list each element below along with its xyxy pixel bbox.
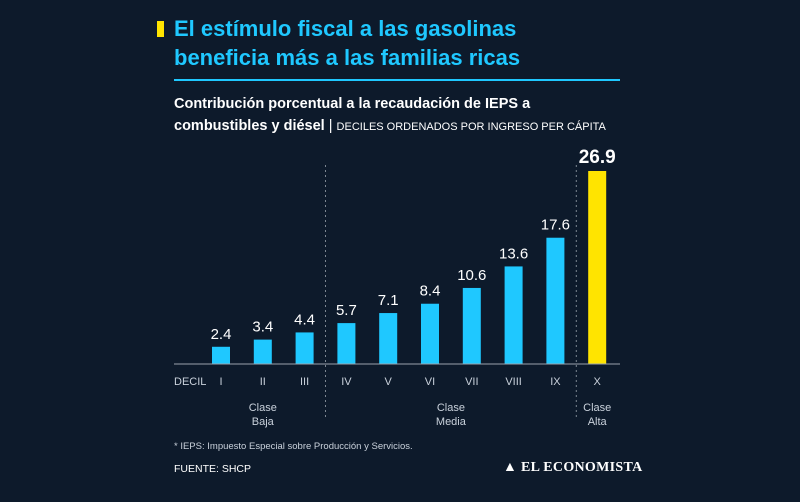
brand-mark-icon: ▲	[503, 460, 518, 475]
headline-rule	[174, 79, 620, 81]
value-label-VIII: 13.6	[499, 245, 528, 262]
tick-label-II: II	[260, 376, 266, 388]
value-label-I: 2.4	[211, 326, 232, 343]
subtitle-line-1: Contribución porcentual a la recaudación…	[174, 96, 531, 112]
chart-headline: El estímulo fiscal a las gasolinas benef…	[174, 14, 774, 72]
value-label-VI: 8.4	[420, 283, 441, 300]
subtitle-separator: |	[328, 118, 333, 134]
value-label-VII: 10.6	[457, 267, 486, 284]
value-label-X: 26.9	[579, 147, 616, 168]
group-labels: Clase Baja Clase Media Clase Alta	[249, 402, 612, 428]
value-label-II: 3.4	[252, 319, 273, 336]
bar-VIII	[504, 266, 523, 364]
tick-label-VI: VI	[425, 376, 435, 388]
bar-VII	[462, 287, 481, 364]
value-labels: 2.4 3.4 4.4 5.7 7.1 8.4 10.6 13.6 17.6 26.9	[211, 147, 616, 343]
tick-label-IX: IX	[550, 376, 561, 388]
chart-subtitle: Contribución porcentual a la recaudación…	[174, 93, 644, 138]
subtitle-line-2: combustibles y diésel	[174, 118, 325, 134]
brand-logo: ▲ EL ECONOMISTA	[503, 460, 642, 476]
tick-label-III: III	[300, 376, 309, 388]
group-dividers	[325, 165, 577, 420]
bars	[212, 171, 607, 364]
source-label: FUENTE: SHCP	[174, 463, 252, 475]
tick-label-VIII: VIII	[505, 376, 522, 388]
group-label-line2-2: Alta	[588, 416, 608, 428]
bar-IV	[337, 323, 356, 364]
bar-X	[588, 171, 607, 364]
bar-III	[295, 332, 314, 364]
bar-I	[212, 346, 230, 364]
tick-label-X: X	[594, 376, 602, 388]
bar-chart: 2.4 3.4 4.4 5.7 7.1 8.4 10.6 13.6 17.6 26.9 DECIL…	[174, 147, 620, 428]
group-label-line2-1: Media	[436, 416, 467, 428]
group-label-line1-2: Clase	[583, 402, 611, 414]
group-label-line1-1: Clase	[437, 402, 465, 414]
value-label-V: 7.1	[378, 292, 399, 309]
x-axis-label: DECIL	[174, 376, 206, 388]
tick-labels: I II III IV V VI VII VIII IX X	[219, 376, 601, 388]
footnote: * IEPS: Impuesto Especial sobre Producci…	[174, 441, 413, 452]
headline-line-2: beneficia más a las familias ricas	[174, 45, 521, 70]
value-label-IX: 17.6	[541, 217, 570, 234]
group-label-line2-0: Baja	[252, 416, 275, 428]
title-accent-bar	[157, 21, 164, 37]
tick-label-VII: VII	[465, 376, 478, 388]
subtitle-note: DECILES ORDENADOS POR INGRESO PER CÁPITA	[336, 121, 606, 133]
bar-V	[379, 313, 398, 364]
tick-label-I: I	[219, 376, 222, 388]
tick-label-V: V	[385, 376, 393, 388]
value-label-III: 4.4	[294, 311, 315, 328]
value-label-IV: 5.7	[336, 302, 357, 319]
bar-VI	[421, 303, 439, 364]
tick-label-IV: IV	[341, 376, 352, 388]
bar-IX	[546, 237, 565, 364]
group-label-line1-0: Clase	[249, 402, 277, 414]
headline-line-1: El estímulo fiscal a las gasolinas	[174, 16, 517, 41]
bar-II	[253, 339, 272, 364]
brand-name: EL ECONOMISTA	[520, 460, 643, 475]
